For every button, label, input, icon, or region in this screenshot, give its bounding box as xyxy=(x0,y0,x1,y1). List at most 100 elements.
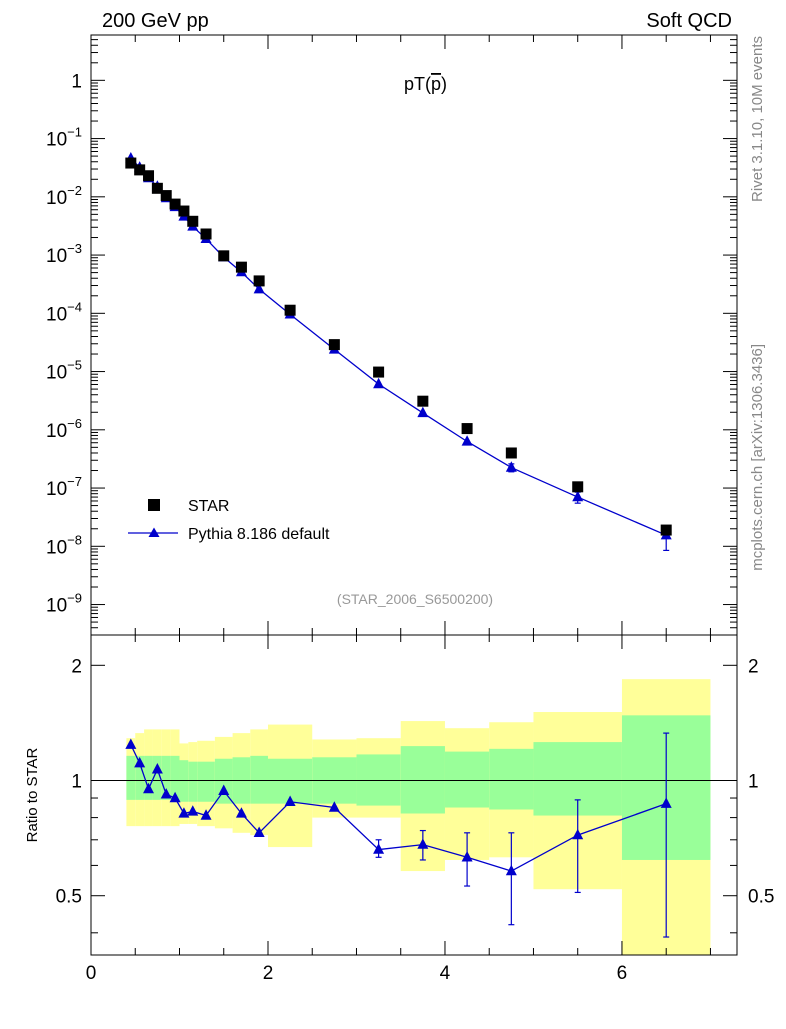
main-y-tick-label: 10−7 xyxy=(46,474,82,500)
main-y-tick-mantissa: 10 xyxy=(46,130,67,151)
mc-point xyxy=(572,490,584,502)
legend-star-label: STAR xyxy=(188,498,229,515)
data-point xyxy=(461,423,473,435)
main-y-tick-exponent: −1 xyxy=(67,125,82,140)
ratio-point xyxy=(572,828,584,840)
data-point xyxy=(505,447,517,459)
mc-point xyxy=(253,282,265,294)
mc-point xyxy=(373,377,385,389)
legend-mc-marker xyxy=(148,527,160,537)
header-right-title: Soft QCD xyxy=(646,10,732,32)
ratio-point xyxy=(417,838,429,849)
data-point xyxy=(160,190,172,202)
main-y-tick-mantissa: 10 xyxy=(46,246,67,267)
ratio-point xyxy=(151,762,163,774)
data-point xyxy=(572,481,584,493)
legend-mc-label: Pythia 8.186 default xyxy=(188,526,330,543)
main-y-ticks xyxy=(90,34,737,636)
ratio-point xyxy=(160,788,172,799)
main-y-tick-label: 10−3 xyxy=(46,241,82,267)
ratio-point xyxy=(461,851,473,862)
ratio-y-tick-label-left: 0.5 xyxy=(56,887,82,908)
ratio-band-inner xyxy=(170,755,180,800)
data-point xyxy=(328,339,340,351)
main-y-tick-exponent: −7 xyxy=(67,474,82,489)
x-tick-label: 2 xyxy=(263,963,274,984)
data-point xyxy=(218,250,230,262)
ratio-band-inner xyxy=(444,751,490,808)
ratio-y-tick-label-left: 2 xyxy=(71,656,82,677)
ratio-point xyxy=(505,864,517,876)
main-y-tick-exponent: −8 xyxy=(67,532,82,547)
data-point xyxy=(417,395,429,407)
main-y-tick-label: 10−4 xyxy=(46,299,82,325)
main-y-tick-mantissa: 10 xyxy=(46,537,67,558)
ratio-point xyxy=(218,784,230,795)
legend-star-marker xyxy=(148,499,160,511)
data-point xyxy=(284,304,296,316)
ratio-band-inner xyxy=(250,755,268,804)
ratio-point xyxy=(169,791,181,803)
ratio-band-inner xyxy=(144,755,153,800)
legend: STAR Pythia 8.186 default xyxy=(128,498,330,543)
main-y-tick-mantissa: 10 xyxy=(46,304,67,325)
ratio-y-tick-label-right: 1 xyxy=(748,772,759,793)
data-point xyxy=(125,157,137,169)
ratio-point xyxy=(125,738,137,749)
ratio-point xyxy=(200,809,212,820)
data-point xyxy=(187,215,199,227)
main-y-tick-label: 10−8 xyxy=(46,532,82,558)
main-y-tick-label: 10−2 xyxy=(46,183,82,209)
data-point xyxy=(660,524,672,536)
main-y-tick-exponent: −2 xyxy=(67,183,82,198)
main-y-tick-mantissa: 10 xyxy=(46,188,67,209)
main-y-tick-exponent: −4 xyxy=(67,299,82,314)
main-y-tick-label: 1 xyxy=(71,71,82,92)
ratio-point xyxy=(143,782,155,794)
ratio-band-inner xyxy=(356,754,401,806)
ratio-band-inner xyxy=(188,761,198,802)
ratio-point xyxy=(134,756,146,768)
x-tick-label: 4 xyxy=(440,963,451,984)
ratio-point xyxy=(660,797,672,808)
ratio-y-tick-label-left: 1 xyxy=(71,772,82,793)
main-y-tick-exponent: −5 xyxy=(67,358,82,373)
data-point xyxy=(373,366,385,378)
ratio-band-inner xyxy=(152,755,162,800)
main-y-tick-label: 10−1 xyxy=(46,125,82,151)
plot-title: pT(p) xyxy=(404,74,447,94)
main-y-tick-exponent: −9 xyxy=(67,591,82,606)
mc-point xyxy=(461,435,473,446)
main-y-tick-mantissa: 10 xyxy=(46,363,67,384)
ratio-ticks xyxy=(90,635,737,955)
main-y-tick-label: 10−5 xyxy=(46,358,82,384)
data-point xyxy=(178,205,190,217)
ratio-band-inner xyxy=(214,758,233,804)
ratio-panel: 0.5 0.5 1 1 2 2 0 2 4 6 Ratio to STAR xyxy=(24,634,775,984)
main-y-tick-mantissa: 10 xyxy=(46,596,67,617)
mc-point xyxy=(417,406,429,418)
main-y-tick-exponent: −3 xyxy=(67,241,82,256)
ratio-tick-labels: 0.5 0.5 1 1 2 2 0 2 4 6 xyxy=(56,656,775,984)
ratio-series xyxy=(125,732,672,938)
ratio-band-inner xyxy=(400,746,445,814)
mcplots-label: mcplots.cern.ch [arXiv:1306.3436] xyxy=(749,344,766,571)
x-tick-label: 0 xyxy=(86,963,97,984)
data-point xyxy=(143,170,155,182)
main-y-tick-mantissa: 1 xyxy=(71,71,82,92)
ratio-point xyxy=(235,807,247,818)
main-y-tick-mantissa: 10 xyxy=(46,421,67,442)
main-y-tick-label: 10−6 xyxy=(46,416,82,442)
ratio-band-inner xyxy=(489,748,534,810)
rivet-version-label: Rivet 3.1.10, 10M events xyxy=(749,36,766,202)
data-point xyxy=(169,198,181,210)
main-panel: 110−110−210−310−410−510−610−710−810−9 pT… xyxy=(46,34,738,636)
x-tick-label: 6 xyxy=(617,963,628,984)
data-point xyxy=(253,275,265,287)
ratio-band-inner xyxy=(161,755,171,800)
ratio-line xyxy=(130,744,667,872)
data-point xyxy=(134,164,146,176)
main-y-tick-exponent: −6 xyxy=(67,416,82,431)
